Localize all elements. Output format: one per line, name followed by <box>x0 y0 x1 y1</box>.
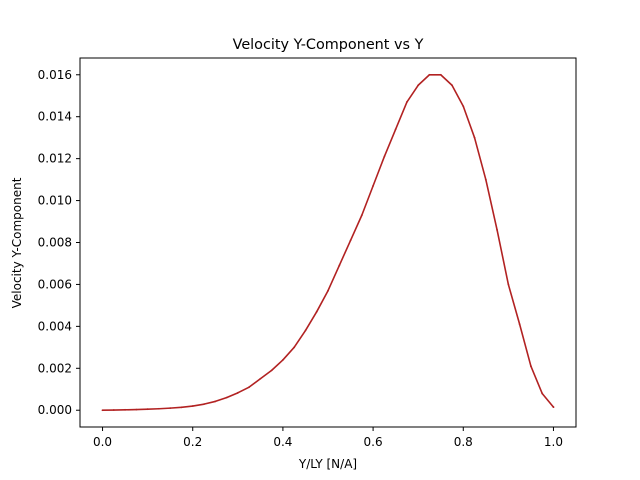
y-tick-label: 0.006 <box>38 277 72 291</box>
data-point <box>451 84 453 87</box>
chart-title: Velocity Y-Component vs Y <box>233 37 424 53</box>
data-point <box>236 391 239 394</box>
data-point <box>135 408 138 411</box>
data-point <box>541 392 544 395</box>
data-point <box>417 84 420 87</box>
data-point <box>360 214 363 217</box>
data-point <box>248 386 250 389</box>
x-tick-label: 0.8 <box>454 435 473 449</box>
data-point <box>462 105 465 108</box>
x-tick-label: 1.0 <box>544 435 563 449</box>
x-tick-label: 0.6 <box>364 435 383 449</box>
data-point <box>507 283 510 286</box>
y-tick-label: 0.004 <box>38 319 72 333</box>
data-point <box>169 407 172 410</box>
data-point <box>270 369 273 372</box>
data-point <box>282 359 284 361</box>
y-tick-label: 0.002 <box>38 361 72 375</box>
data-point <box>112 409 115 411</box>
data-point <box>304 329 307 332</box>
data-point <box>552 406 555 408</box>
data-point <box>530 365 532 368</box>
y-axis-ticks: 0.000 0.002 0.004 0.006 0.008 0.010 0.012 0.014… <box>38 68 80 417</box>
x-tick-label: 0.2 <box>183 435 202 449</box>
data-point <box>293 346 296 349</box>
data-point <box>101 409 104 412</box>
x-tick-label: 0.4 <box>273 435 292 449</box>
plot-series <box>101 73 555 412</box>
data-point <box>372 184 374 187</box>
y-tick-label: 0.012 <box>38 152 72 166</box>
data-point <box>394 128 397 131</box>
data-point <box>259 377 262 380</box>
data-point <box>203 403 205 406</box>
data-point <box>406 101 408 103</box>
data-point <box>496 229 498 231</box>
data-point <box>383 155 386 158</box>
x-tick-label: 0.0 <box>93 435 112 449</box>
series-line <box>101 73 555 412</box>
data-point <box>439 73 442 76</box>
x-axis-ticks: 0.0 0.2 0.4 0.6 0.8 1.0 <box>93 427 563 449</box>
data-point <box>124 408 126 411</box>
data-point <box>338 264 341 267</box>
data-point <box>518 323 521 326</box>
data-point <box>191 405 194 407</box>
data-point <box>315 310 318 313</box>
data-point <box>180 406 183 409</box>
y-tick-label: 0.008 <box>38 236 72 250</box>
y-tick-label: 0.010 <box>38 194 72 208</box>
data-point <box>327 289 329 292</box>
y-tick-label: 0.014 <box>38 110 72 124</box>
data-point <box>428 73 431 76</box>
data-point <box>146 408 149 411</box>
y-tick-label: 0.016 <box>38 68 72 82</box>
data-point <box>349 239 352 242</box>
data-point <box>473 136 476 139</box>
y-tick-label: 0.000 <box>38 403 72 417</box>
x-axis-label: Y/LY [N/A] <box>298 457 357 471</box>
data-point <box>214 400 217 403</box>
data-point <box>158 407 160 410</box>
data-point <box>484 178 487 181</box>
data-point <box>225 396 228 399</box>
y-axis-label: Velocity Y-Component <box>10 177 24 308</box>
plot-frame <box>79 57 577 428</box>
